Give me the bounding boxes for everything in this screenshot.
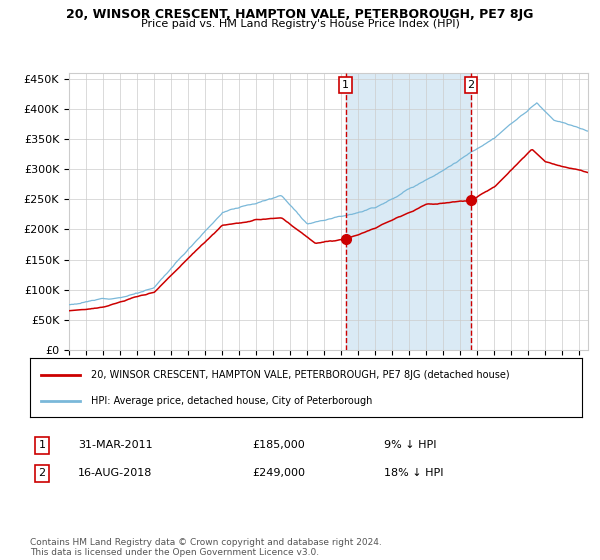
Text: HPI: Average price, detached house, City of Peterborough: HPI: Average price, detached house, City… (91, 396, 372, 406)
Text: 9% ↓ HPI: 9% ↓ HPI (384, 440, 437, 450)
Text: £249,000: £249,000 (252, 468, 305, 478)
Text: Contains HM Land Registry data © Crown copyright and database right 2024.
This d: Contains HM Land Registry data © Crown c… (30, 538, 382, 557)
Text: 2: 2 (467, 80, 475, 90)
Text: 16-AUG-2018: 16-AUG-2018 (78, 468, 152, 478)
Text: £185,000: £185,000 (252, 440, 305, 450)
Text: 1: 1 (342, 80, 349, 90)
Text: 18% ↓ HPI: 18% ↓ HPI (384, 468, 443, 478)
Text: 31-MAR-2011: 31-MAR-2011 (78, 440, 152, 450)
Text: 20, WINSOR CRESCENT, HAMPTON VALE, PETERBOROUGH, PE7 8JG: 20, WINSOR CRESCENT, HAMPTON VALE, PETER… (67, 8, 533, 21)
Bar (346, 73, 471, 350)
Text: 1: 1 (38, 440, 46, 450)
Text: 20, WINSOR CRESCENT, HAMPTON VALE, PETERBOROUGH, PE7 8JG (detached house): 20, WINSOR CRESCENT, HAMPTON VALE, PETER… (91, 370, 509, 380)
Text: Price paid vs. HM Land Registry's House Price Index (HPI): Price paid vs. HM Land Registry's House … (140, 19, 460, 29)
Text: 2: 2 (38, 468, 46, 478)
